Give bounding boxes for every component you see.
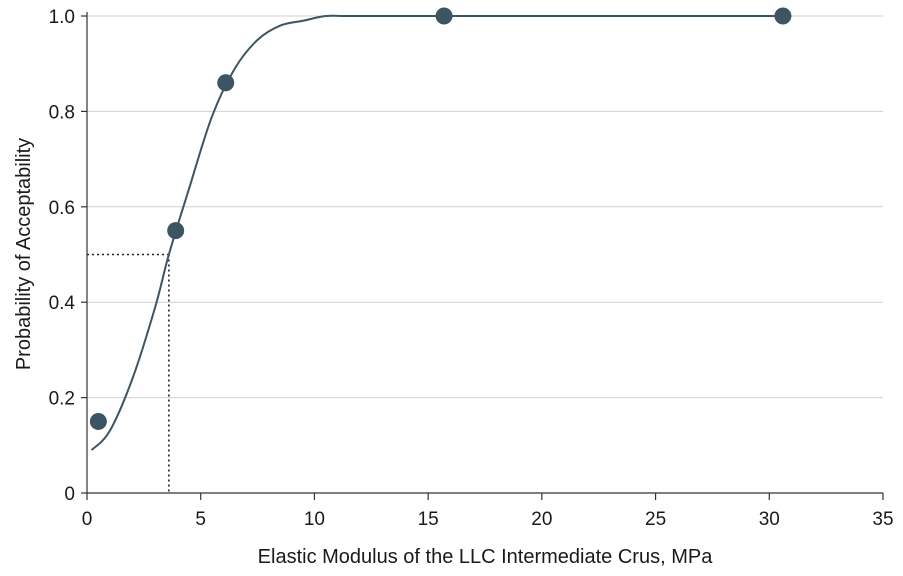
data-point bbox=[435, 7, 453, 25]
fitted-curve-layer bbox=[90, 14, 781, 451]
x-tick-label: 30 bbox=[759, 509, 780, 530]
y-tick-label: 0.6 bbox=[49, 198, 75, 219]
x-tick-label: 25 bbox=[645, 509, 666, 530]
data-point bbox=[89, 412, 107, 430]
y-tick-label: 0.8 bbox=[49, 102, 75, 123]
data-point bbox=[217, 74, 235, 92]
x-tick-label: 10 bbox=[304, 509, 325, 530]
data-points bbox=[89, 7, 792, 430]
x-tick-label: 15 bbox=[418, 509, 439, 530]
y-tick-label: 0.2 bbox=[49, 389, 75, 410]
x-axis-label: Elastic Modulus of the LLC Intermediate … bbox=[258, 546, 714, 568]
reference-lines bbox=[87, 253, 170, 493]
data-point bbox=[774, 7, 792, 25]
x-tick-label: 20 bbox=[531, 509, 552, 530]
x-tick-label: 35 bbox=[872, 509, 893, 530]
tick-labels: 0 0.2 0.4 0.6 0.8 1.0 0 5 10 15 20 25 30 35 bbox=[49, 7, 894, 530]
axes bbox=[81, 12, 884, 500]
gridlines bbox=[87, 15, 883, 399]
x-tick-label: 0 bbox=[82, 509, 93, 530]
y-tick-label: 0.4 bbox=[49, 293, 76, 314]
y-axis-label: Probability of Acceptability bbox=[13, 138, 35, 370]
data-point bbox=[167, 222, 185, 240]
x-tick-label: 5 bbox=[195, 509, 206, 530]
fitted-curve bbox=[90, 14, 781, 451]
y-tick-label: 0 bbox=[64, 484, 75, 505]
y-tick-label: 1.0 bbox=[49, 7, 75, 28]
